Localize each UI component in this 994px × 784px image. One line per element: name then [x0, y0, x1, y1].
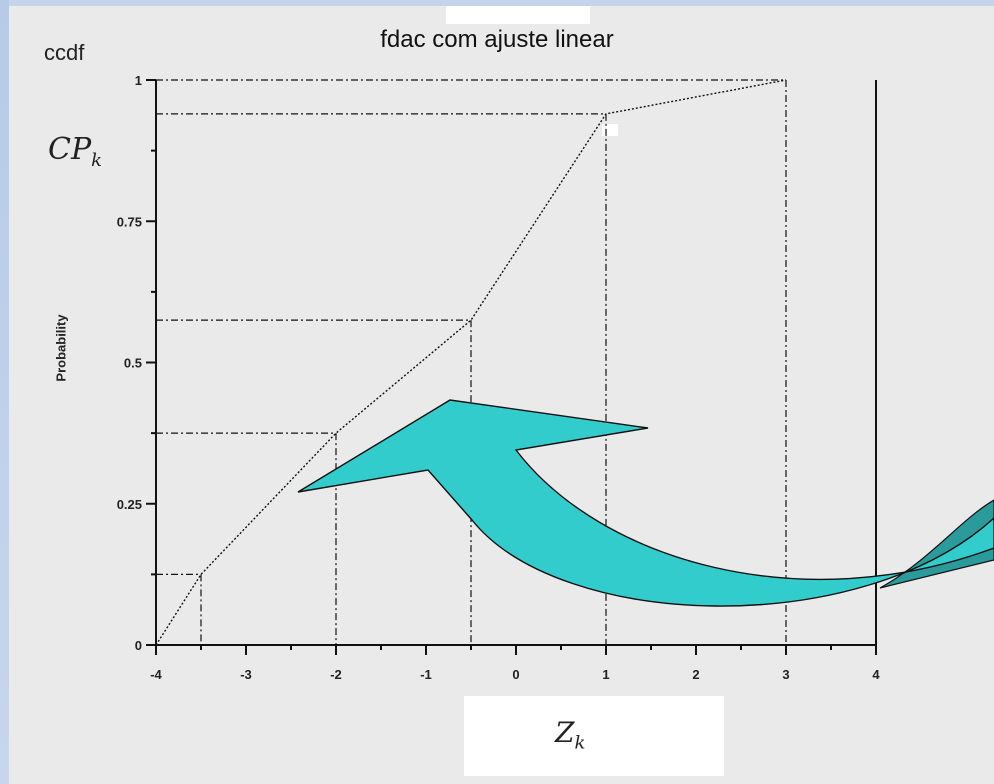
guide-lines — [156, 79, 787, 645]
arrow-body — [297, 399, 994, 607]
x-tick-label: 0 — [512, 667, 519, 682]
top-border-strip — [0, 0, 994, 6]
x-tick-label: 3 — [782, 667, 789, 682]
top-white-patch — [446, 6, 590, 24]
y-tick-label: 1 — [135, 73, 142, 88]
z-symbol: Z — [555, 716, 575, 749]
x-tick-label: -4 — [150, 667, 162, 682]
y-tick-label: 0.25 — [117, 497, 142, 512]
xlabel-white-box — [464, 696, 724, 776]
cp-k-label: CPk — [48, 132, 102, 171]
x-tick-label: 1 — [602, 667, 609, 682]
x-tick-label: -2 — [330, 667, 342, 682]
y-tick-label: 0 — [135, 638, 142, 653]
ccdf-label: ccdf — [44, 40, 85, 65]
left-border-strip — [0, 0, 9, 784]
chart-title: fdac com ajuste linear — [380, 26, 614, 53]
z-k-label: Zk — [555, 716, 585, 754]
cp-subscript: k — [91, 150, 103, 171]
tick-marks: 0 0.25 0.5 0.75 1 -4 -3 -2 -1 0 1 2 3 4 — [117, 73, 881, 682]
series-line — [155, 79, 787, 646]
x-tick-label: 2 — [692, 667, 699, 682]
y-tick-label: 0.75 — [117, 214, 142, 229]
z-subscript: k — [574, 732, 586, 754]
y-tick-label: 0.5 — [124, 356, 142, 371]
x-tick-label: -3 — [240, 667, 252, 682]
cp-symbol: CP — [48, 132, 92, 167]
curved-arrow-annotation — [297, 399, 994, 607]
chart-axes — [155, 80, 877, 646]
x-tick-label: -1 — [420, 667, 432, 682]
x-tick-label: 4 — [872, 667, 880, 682]
data-series — [155, 79, 787, 646]
arrow-tail-shadow — [879, 499, 994, 589]
